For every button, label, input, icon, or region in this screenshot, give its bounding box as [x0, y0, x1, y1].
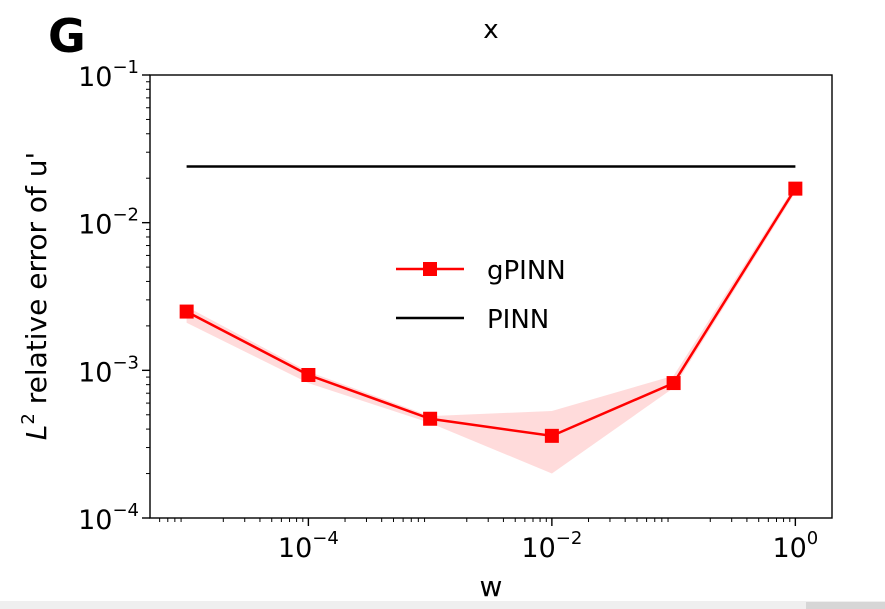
x-tick-label: 10−4 — [278, 528, 339, 564]
plot-frame — [149, 74, 833, 519]
legend-gpinn-label: gPINN — [487, 256, 566, 286]
series-gpinn-band — [186, 185, 796, 474]
y-axis-label-text: relative error of u' — [20, 152, 53, 405]
legend-pinn-label: PINN — [487, 305, 549, 335]
legend: gPINN PINN — [396, 256, 566, 335]
series-gpinn-point — [179, 304, 194, 319]
horizontal-scrollbar-thumb[interactable] — [806, 602, 885, 609]
y-tick-label: 10−1 — [78, 57, 139, 93]
series-gpinn-point — [301, 367, 316, 382]
series-gpinn-point — [423, 411, 438, 426]
series-gpinn-point — [544, 428, 559, 443]
x-axis-label: w — [480, 570, 503, 603]
panel-label: G — [48, 9, 86, 63]
y-tick-label: 10−2 — [78, 205, 139, 241]
series-gpinn-point — [666, 376, 681, 391]
series-gpinn-line — [186, 187, 797, 438]
y-axis-label: L2 relative error of u' — [18, 152, 53, 441]
svg-text:L2 relative error of u': L2 relative error of u' — [18, 152, 53, 441]
y-axis-label-exp: 2 — [18, 413, 39, 424]
series-gpinn-point — [788, 181, 803, 196]
horizontal-scrollbar-track[interactable] — [0, 601, 885, 609]
chart-title: x — [483, 15, 498, 45]
y-axis-label-base: L — [20, 425, 53, 441]
legend-gpinn-marker — [423, 262, 437, 276]
y-tick-label: 10−3 — [78, 352, 139, 388]
y-tick-label: 10−4 — [78, 500, 139, 536]
x-tick-label: 100 — [772, 528, 818, 564]
x-tick-label: 10−2 — [521, 528, 582, 564]
